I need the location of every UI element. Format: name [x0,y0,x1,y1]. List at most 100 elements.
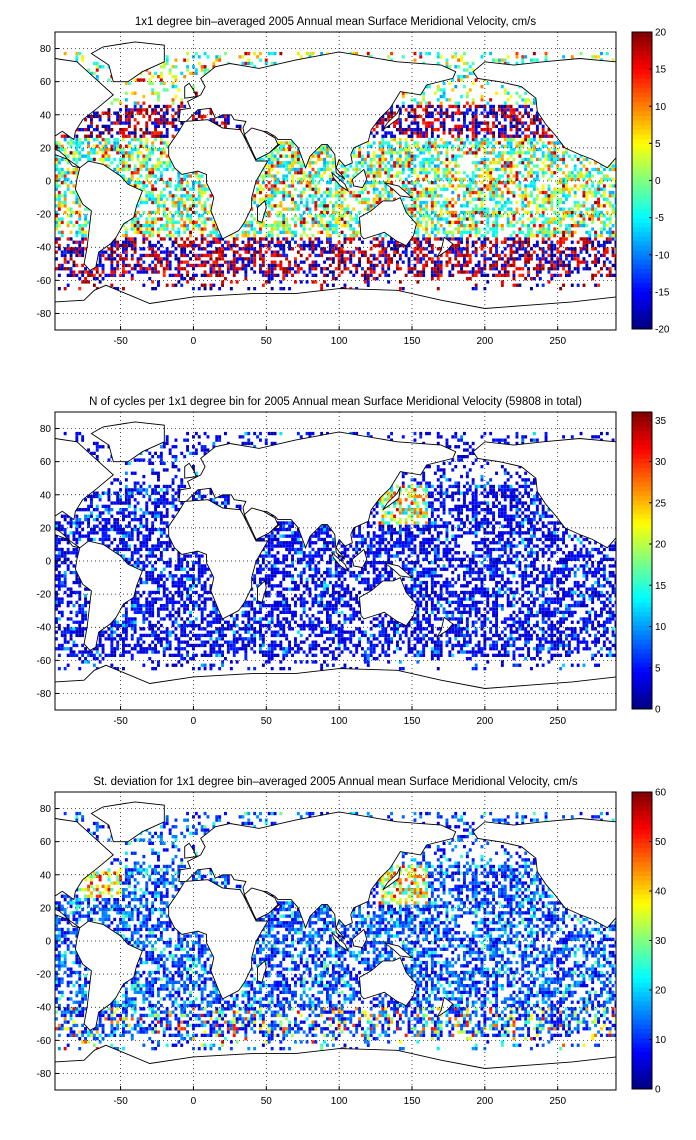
heatmap-cell [244,220,248,225]
heatmap-cell [509,118,513,122]
heatmap-cell [553,260,557,264]
heatmap-cell [396,161,399,165]
heatmap-cell [66,630,70,634]
heatmap-cell [608,260,612,264]
heatmap-cell [232,243,236,248]
heatmap-cell [422,94,426,99]
heatmap-cell [468,141,472,145]
heatmap-cell [331,283,335,287]
heatmap-cell [602,253,606,258]
heatmap-cell [139,78,143,82]
heatmap-cell [597,167,601,172]
heatmap-cell [369,260,373,264]
heatmap-cell [442,124,446,129]
heatmap-cell [288,141,292,145]
heatmap-cell [215,55,219,59]
heatmap-cell [340,217,344,221]
heatmap-cell [183,200,187,205]
heatmap-cell [139,200,143,205]
heatmap-cell [498,210,501,215]
heatmap-cell [291,181,295,185]
heatmap-cell [133,217,137,221]
heatmap-cell [130,114,134,119]
heatmap-cell [66,161,70,165]
heatmap-cell [465,61,469,66]
heatmap-cell [605,230,609,235]
heatmap-cell [171,65,175,69]
heatmap-cell [492,177,496,182]
heatmap-cell [317,253,321,258]
heatmap-cell [352,237,356,241]
heatmap-cell [343,263,347,268]
heatmap-cell [124,154,128,158]
colorbar-step [632,273,652,279]
heatmap-cell [63,190,67,195]
heatmap-cell [343,214,347,218]
heatmap-cell [63,174,67,178]
heatmap-cell [489,161,493,165]
heatmap-cell [157,260,160,264]
heatmap-cell [116,144,120,148]
heatmap-cell [130,177,134,182]
heatmap-cell [445,253,449,258]
heatmap-cell [585,250,589,254]
heatmap-cell [419,131,423,135]
heatmap-cell [457,247,461,251]
heatmap-cell [489,181,493,185]
heatmap-cell [75,58,79,62]
heatmap-cell [407,114,411,119]
heatmap-cell [55,161,58,165]
heatmap-cell [384,273,388,278]
heatmap-cell [515,207,519,211]
heatmap-cell [119,253,123,258]
heatmap-cell [503,263,507,268]
heatmap-cell [535,164,539,168]
heatmap-cell [474,270,478,274]
heatmap-cell [148,81,152,86]
heatmap-cell [588,177,592,182]
heatmap-cell [101,267,105,271]
heatmap-cell [323,147,327,152]
heatmap-cell [154,164,158,168]
heatmap-cell [463,197,466,201]
colorbar-step [632,41,652,47]
heatmap-cell [591,214,595,218]
heatmap-cell [66,627,70,631]
heatmap-cell [358,144,362,148]
heatmap-cell [113,243,117,248]
heatmap-cell [369,167,373,172]
heatmap-cell [200,68,204,72]
heatmap-cell [314,174,318,178]
heatmap-cell [282,181,286,185]
heatmap-cell [527,114,531,119]
heatmap-cell [63,630,67,634]
heatmap-cell [174,200,178,205]
heatmap-cell [407,263,411,268]
heatmap-cell [454,111,458,115]
heatmap-cell [451,243,455,248]
heatmap-cell [247,263,251,268]
heatmap-cell [174,111,178,115]
heatmap-cell [428,164,431,168]
heatmap-cell [439,144,443,148]
heatmap-cell [428,250,431,254]
heatmap-cell [492,207,496,211]
heatmap-cell [55,267,58,271]
heatmap-cell [425,104,429,109]
heatmap-cell [451,104,455,109]
heatmap-cell [573,194,577,198]
heatmap-cell [387,174,391,178]
heatmap-cell [407,167,411,172]
heatmap-cell [113,270,117,274]
heatmap-cell [55,604,58,608]
heatmap-cell [355,270,359,274]
heatmap-cell [457,260,461,264]
heatmap-cell [165,154,169,158]
heatmap-cell [567,260,571,264]
heatmap-cell [130,151,134,155]
heatmap-cell [422,164,426,168]
heatmap-cell [413,121,417,125]
heatmap-cell [244,277,248,281]
heatmap-cell [159,224,163,228]
heatmap-cell [285,253,289,258]
